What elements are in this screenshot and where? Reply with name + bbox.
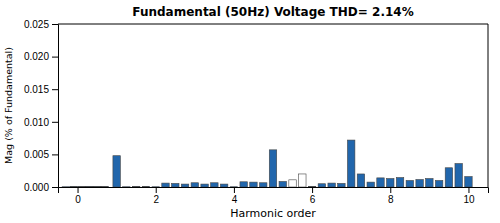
- x-tick-mark: [156, 187, 157, 193]
- x-tick: 4: [232, 187, 238, 205]
- x-tick-label: 0: [75, 194, 81, 205]
- bar: [113, 156, 120, 187]
- x-tick-label: 10: [463, 194, 475, 205]
- bar: [70, 186, 77, 187]
- y-axis-line: [52, 25, 59, 188]
- y-tick: 0.015: [24, 84, 58, 95]
- bar: [338, 183, 345, 187]
- bar: [132, 186, 139, 187]
- bar: [86, 186, 93, 187]
- x-tick-mark: [468, 187, 469, 193]
- x-tick-mark: [234, 187, 235, 193]
- bar: [445, 168, 452, 187]
- y-tick-label: 0.000: [24, 182, 49, 193]
- x-tick: 6: [310, 187, 316, 205]
- bar: [211, 183, 218, 187]
- x-tick: 2: [153, 187, 159, 205]
- x-tick-label: 4: [232, 194, 238, 205]
- x-tick-mark: [78, 187, 79, 193]
- bar: [455, 164, 462, 187]
- y-tick-label: 0.005: [24, 149, 49, 160]
- bar: [230, 186, 237, 187]
- y-tick-mark: [52, 154, 58, 155]
- x-axis: 0 2 4 6 8 10: [59, 187, 489, 205]
- chart: 0 2 4 6 8 10 0.000 0.005 0.010 0.015 0.020 0.025 Fun…: [0, 0, 500, 223]
- y-tick-label: 0.010: [24, 117, 49, 128]
- bar: [357, 174, 364, 187]
- bar: [299, 174, 306, 187]
- y-tick: 0.010: [24, 117, 58, 128]
- y-tick-mark: [52, 24, 58, 25]
- y-tick: 0.020: [24, 51, 58, 62]
- y-tick: 0.005: [24, 149, 58, 160]
- bar: [426, 179, 433, 187]
- x-tick-label: 6: [310, 194, 316, 205]
- bar: [328, 183, 335, 187]
- bar: [396, 178, 403, 187]
- bar: [220, 184, 227, 187]
- frame-right: [488, 24, 489, 187]
- bar: [347, 140, 354, 187]
- y-tick-label: 0.025: [24, 19, 49, 30]
- y-tick: 0.025: [24, 19, 58, 30]
- bar: [162, 183, 169, 187]
- bar: [101, 186, 108, 187]
- x-axis-title: Harmonic order: [230, 207, 316, 220]
- bar: [367, 182, 374, 187]
- x-tick: 8: [388, 187, 394, 205]
- x-tick-label: 8: [388, 194, 394, 205]
- y-axis-title: Mag (% of Fundamental): [3, 47, 14, 164]
- bar: [377, 178, 384, 187]
- bar: [250, 182, 257, 187]
- bar: [93, 186, 100, 187]
- bar: [387, 179, 394, 187]
- x-tick-mark: [312, 187, 313, 193]
- y-tick-mark: [52, 57, 58, 58]
- bar: [123, 186, 130, 187]
- x-tick-mark: [390, 187, 391, 193]
- plot: 0 2 4 6 8 10 0.000 0.005 0.010 0.015 0.020 0.025: [24, 19, 489, 205]
- bar: [62, 186, 69, 187]
- frame-top: [58, 24, 488, 25]
- bar: [78, 186, 85, 187]
- bar: [289, 180, 296, 187]
- bar: [201, 184, 208, 187]
- title: Fundamental (50Hz) Voltage THD= 2.14%: [132, 5, 413, 19]
- y-tick-mark: [52, 89, 58, 90]
- bar: [269, 150, 276, 187]
- y-tick: 0.000: [24, 182, 58, 193]
- bar: [416, 180, 423, 187]
- bar: [308, 186, 315, 187]
- y-tick-label: 0.020: [24, 51, 49, 62]
- y-tick-mark: [52, 122, 58, 123]
- bar: [406, 180, 413, 187]
- bar: [240, 182, 247, 187]
- x-tick: 0: [75, 187, 81, 205]
- bars: [62, 140, 472, 187]
- bar: [279, 181, 286, 187]
- bar: [152, 186, 159, 187]
- y-tick-label: 0.015: [24, 84, 49, 95]
- bar: [435, 180, 442, 187]
- x-axis-line: [59, 188, 489, 194]
- bar: [465, 177, 472, 187]
- bar: [260, 183, 267, 187]
- bar: [172, 183, 179, 187]
- y-axis: 0.000 0.005 0.010 0.015 0.020 0.025: [24, 19, 59, 193]
- bar: [142, 186, 149, 187]
- bar: [181, 184, 188, 187]
- bar: [318, 184, 325, 187]
- y-tick-mark: [52, 187, 58, 188]
- bar: [191, 183, 198, 187]
- x-tick-label: 2: [153, 194, 159, 205]
- x-tick: 10: [463, 187, 475, 205]
